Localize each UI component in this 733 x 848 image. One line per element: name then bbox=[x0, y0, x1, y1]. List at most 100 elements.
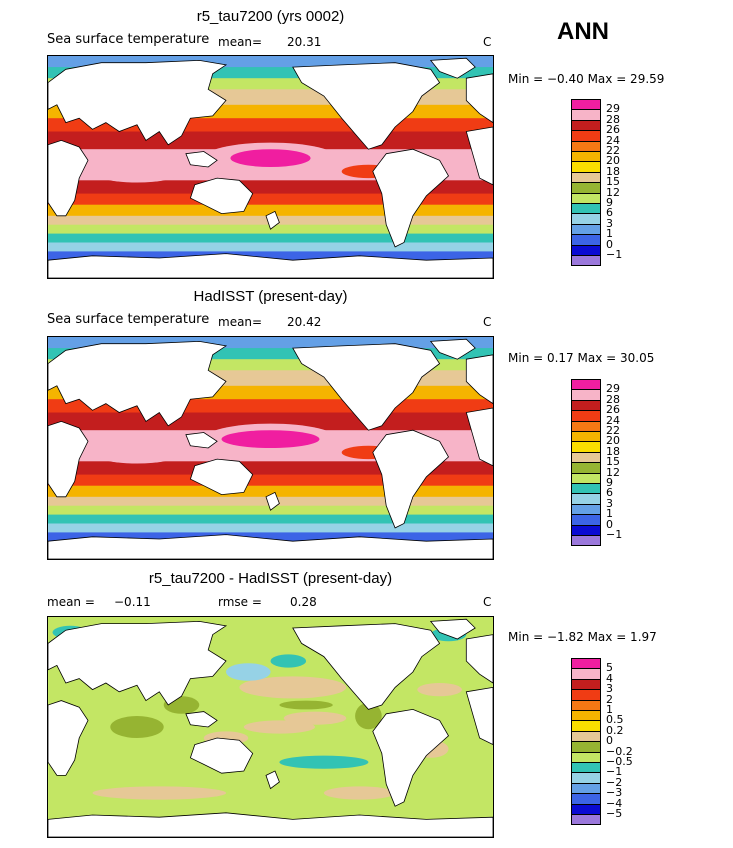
sst-band bbox=[48, 532, 493, 542]
colorbar-tick-label: 24 bbox=[606, 413, 620, 427]
panel2-mean-value: 20.42 bbox=[287, 315, 322, 329]
continent-namerica bbox=[292, 62, 441, 150]
colorbar-tick-label: −1 bbox=[606, 248, 623, 261]
panel3-map bbox=[47, 616, 494, 838]
continent-antarctica bbox=[48, 534, 493, 559]
continent-eurasia bbox=[48, 59, 228, 146]
continent-namerica bbox=[292, 343, 441, 431]
diff-region bbox=[226, 663, 271, 681]
continent-antarctica bbox=[48, 253, 493, 278]
colorbar-swatch bbox=[571, 814, 601, 826]
continent-greenland bbox=[429, 338, 476, 360]
continent-antarctica bbox=[48, 812, 493, 837]
diff-region bbox=[355, 702, 382, 730]
colorbar-tick-label: −5 bbox=[606, 807, 623, 820]
panel1-minmax: Min = −0.40 Max = 29.59 bbox=[508, 72, 665, 86]
continent-namerica bbox=[292, 623, 441, 710]
colorbar-tick-label: 15 bbox=[606, 175, 620, 189]
colorbar-tick-label: 26 bbox=[606, 403, 620, 417]
sst-band bbox=[48, 348, 493, 360]
panel3-units: C bbox=[483, 595, 492, 609]
sst-band bbox=[48, 56, 493, 68]
sst-band bbox=[48, 474, 493, 487]
colorbar-tick-label: 1 bbox=[606, 703, 613, 716]
continent-australia bbox=[189, 177, 254, 215]
colorbar-tick-label: 0.2 bbox=[606, 723, 624, 737]
panel1-mean-value: 20.31 bbox=[287, 35, 322, 49]
colorbar-tick-label: −1 bbox=[606, 765, 623, 779]
colorbar-swatch bbox=[571, 535, 601, 547]
colorbar-tick-label: 29 bbox=[606, 102, 620, 116]
panel3-mean-value: −0.11 bbox=[114, 595, 151, 609]
continent-eurasia bbox=[48, 340, 228, 427]
colorbar-tick-label: −0.5 bbox=[606, 755, 633, 768]
colorbar-tick-label: −0.2 bbox=[606, 744, 633, 758]
panel2-subtitle: Sea surface temperature bbox=[47, 312, 210, 327]
continent-eurasia bbox=[48, 620, 228, 706]
colorbar-tick-label: 20 bbox=[606, 434, 620, 448]
panel2-mean-label: mean= bbox=[218, 315, 263, 329]
panel3-minmax: Min = −1.82 Max = 1.97 bbox=[508, 630, 657, 644]
diff-region bbox=[279, 700, 333, 710]
colorbar-tick-label: 9 bbox=[606, 196, 613, 209]
diff-region bbox=[279, 755, 369, 769]
sst-band bbox=[48, 193, 493, 206]
colorbar-tick-label: −4 bbox=[606, 796, 623, 810]
continent-australia bbox=[189, 737, 254, 774]
sst-band bbox=[48, 514, 493, 525]
sst-band bbox=[48, 204, 493, 217]
season-label: ANN bbox=[557, 18, 609, 45]
diff-region bbox=[270, 654, 307, 668]
colorbar-tick-label: 12 bbox=[606, 185, 620, 199]
colorbar-tick-label: 18 bbox=[606, 444, 620, 458]
panel1-title: r5_tau7200 (yrs 0002) bbox=[196, 8, 345, 25]
continent-africa_r bbox=[465, 126, 493, 186]
colorbar-tick-label: 1 bbox=[606, 227, 613, 241]
warm-pool-core bbox=[221, 430, 320, 448]
sst-band bbox=[48, 485, 493, 498]
colorbar-tick-label: 9 bbox=[606, 476, 613, 489]
colorbar-tick-label: 29 bbox=[606, 382, 620, 396]
continent-samerica bbox=[372, 708, 450, 807]
colorbar-tick-label: 18 bbox=[606, 164, 620, 178]
diff-region bbox=[323, 786, 396, 800]
colorbar-tick-label: 5 bbox=[606, 661, 613, 675]
continent-africa_r bbox=[465, 686, 493, 746]
continent-indonesia bbox=[185, 151, 218, 168]
continent-indonesia bbox=[185, 711, 218, 728]
colorbar-tick-label: 0 bbox=[606, 734, 613, 748]
panel2-map bbox=[47, 336, 494, 560]
colorbar-tick-label: 6 bbox=[606, 206, 613, 220]
panel1-subtitle: Sea surface temperature bbox=[47, 32, 210, 47]
sst-band bbox=[48, 233, 493, 244]
colorbar-tick-label: 22 bbox=[606, 144, 620, 157]
sst-band bbox=[48, 359, 493, 371]
sst-band bbox=[48, 242, 493, 252]
panel2-units: C bbox=[483, 315, 492, 329]
colorbar-tick-label: −3 bbox=[606, 786, 623, 800]
colorbar-tick-label: 22 bbox=[606, 424, 620, 437]
colorbar-swatch bbox=[571, 255, 601, 267]
panel3-rmse-label: rmse = bbox=[218, 595, 262, 609]
diff-region bbox=[92, 786, 227, 800]
continent-greenland bbox=[429, 57, 476, 79]
sst-band bbox=[48, 251, 493, 261]
colorbar-tick-label: 15 bbox=[606, 455, 620, 469]
panel1-units: C bbox=[483, 35, 492, 49]
colorbar-tick-label: 28 bbox=[606, 392, 620, 406]
indian-warm-pool bbox=[96, 445, 178, 464]
panel2-minmax: Min = 0.17 Max = 30.05 bbox=[508, 351, 655, 365]
panel3-mean-label: mean = bbox=[47, 595, 95, 609]
diff-region bbox=[239, 676, 347, 699]
colorbar-tick-label: −1 bbox=[606, 528, 623, 541]
colorbar-tick-label: 24 bbox=[606, 133, 620, 147]
continent-greenland bbox=[429, 618, 476, 640]
continent-africa_r bbox=[465, 407, 493, 467]
continent-australia bbox=[189, 458, 254, 496]
sst-band bbox=[48, 337, 493, 349]
warm-pool-core bbox=[230, 149, 311, 167]
panel1-map bbox=[47, 55, 494, 279]
panel3-rmse-value: 0.28 bbox=[290, 595, 317, 609]
continent-nz bbox=[265, 491, 280, 511]
colorbar-tick-label: 3 bbox=[606, 682, 613, 696]
